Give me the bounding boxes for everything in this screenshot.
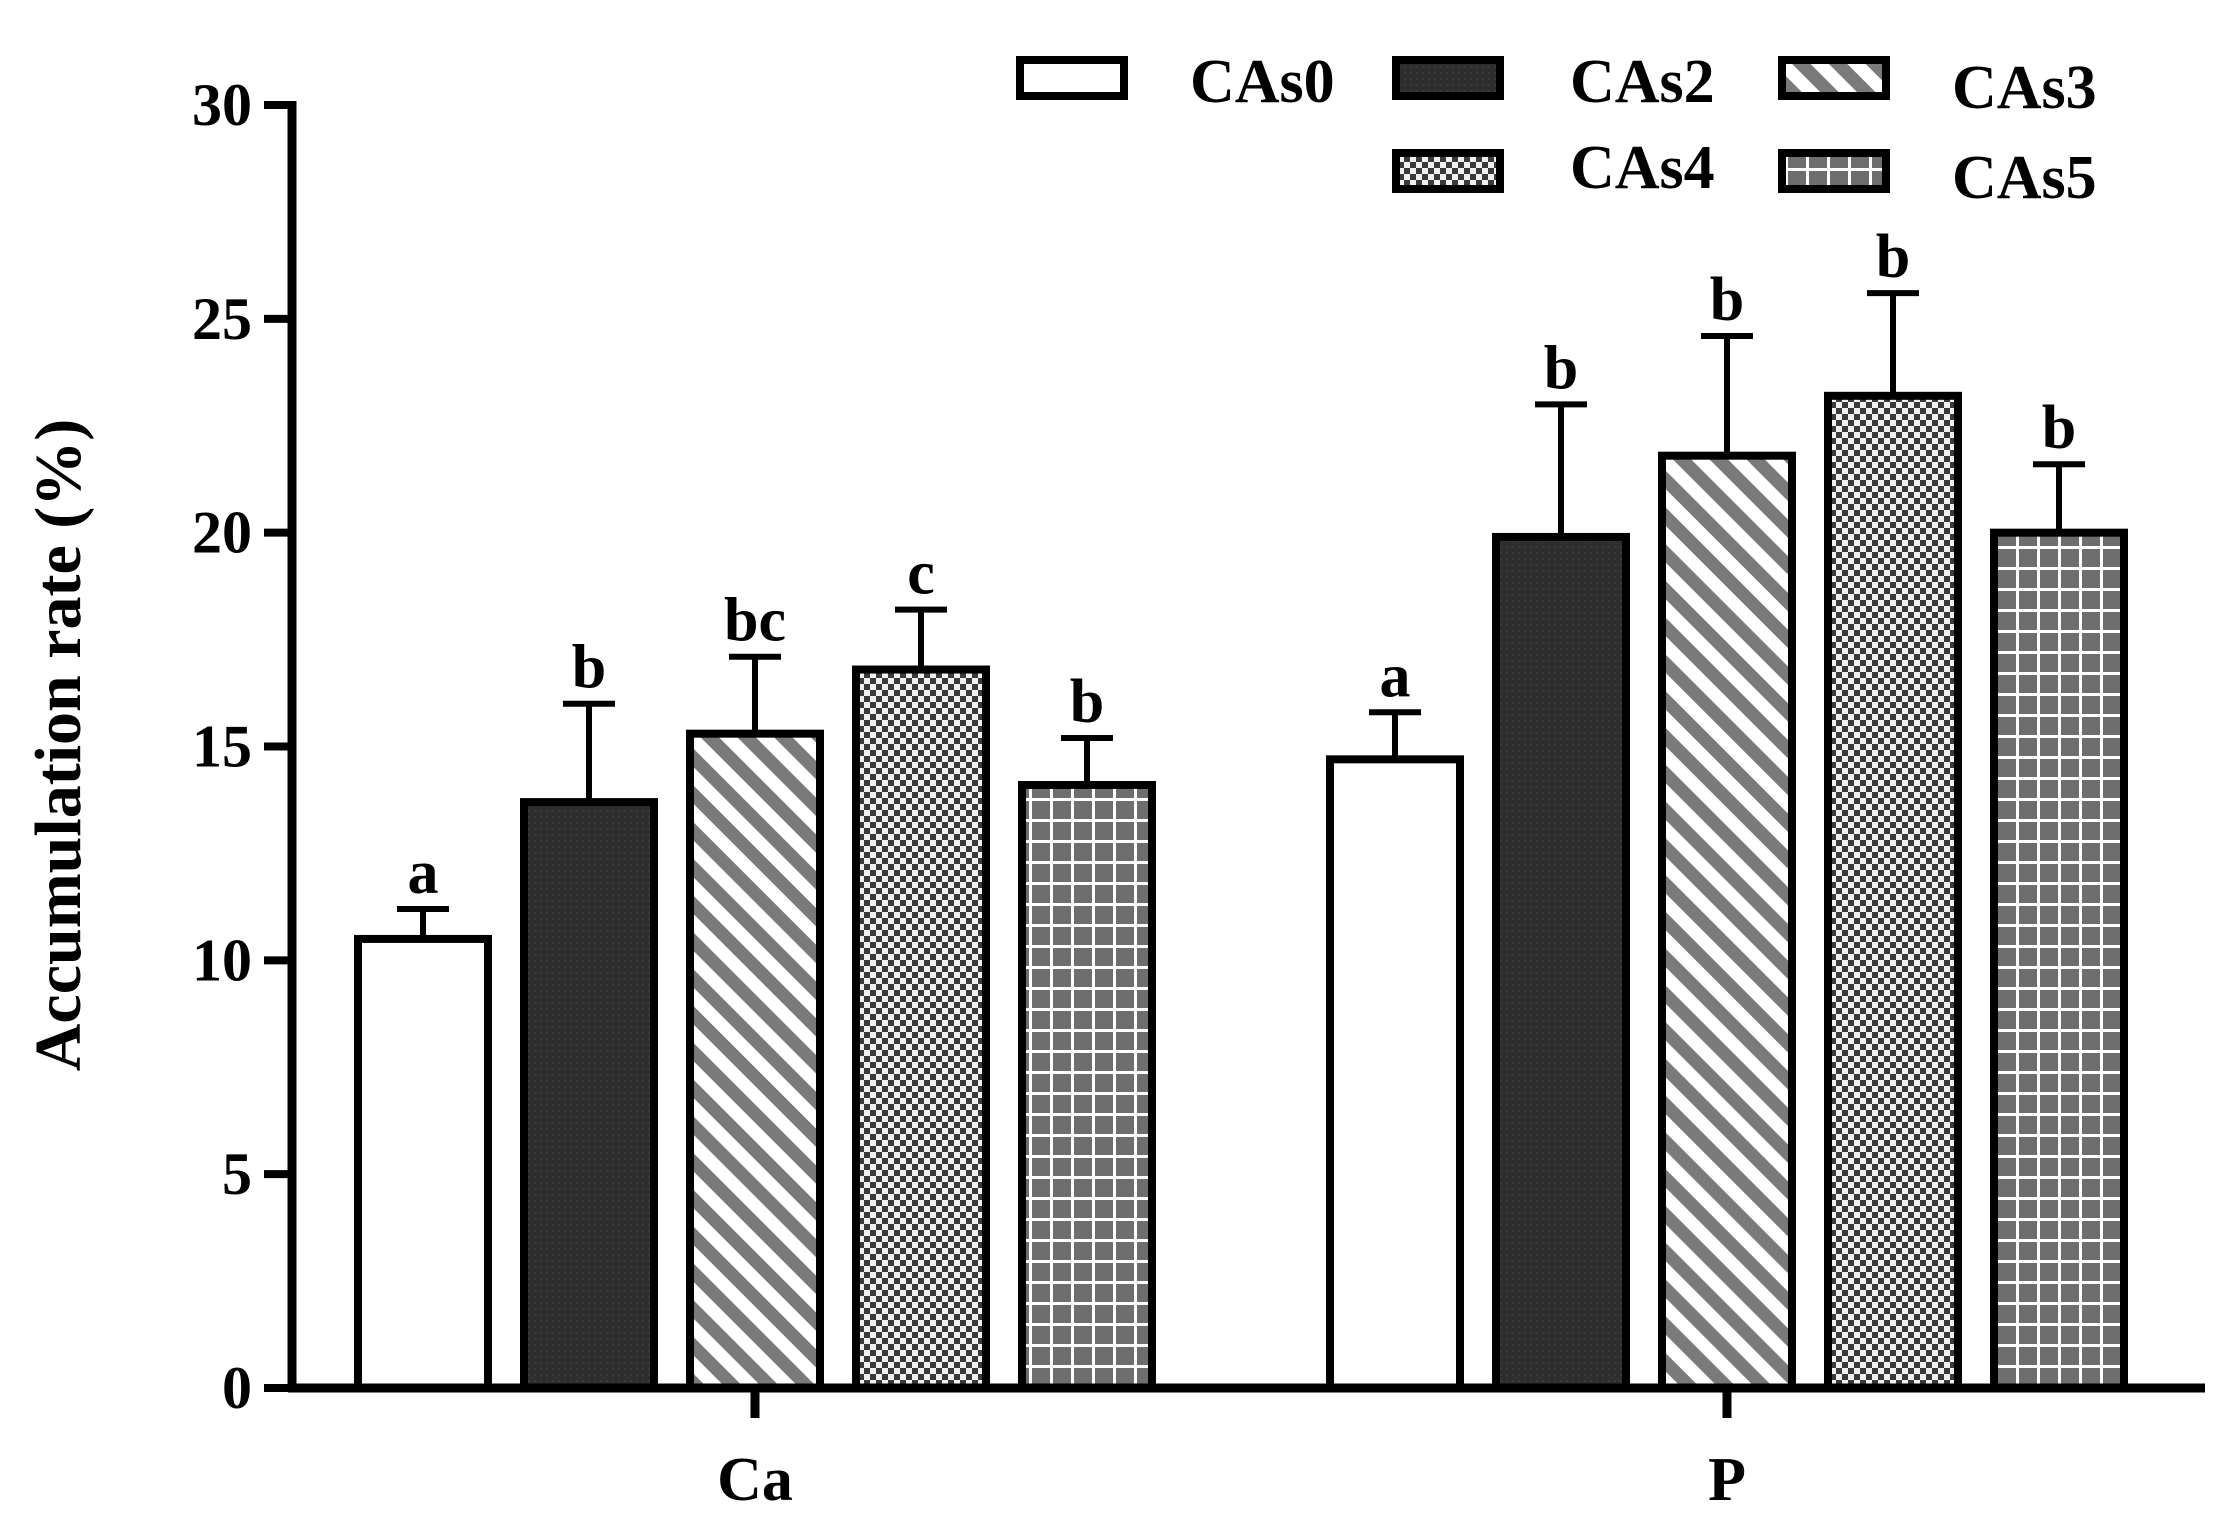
bar-cas2-p [1492,532,1630,1392]
legend-swatch-cas4 [1392,149,1504,193]
bar-cas5-ca [1018,780,1156,1392]
bar-cas4-p [1824,391,1962,1392]
significance-label: b [2042,394,2076,462]
y-axis-title: Accumulation rate (%) [22,419,95,1072]
significance-label: bc [724,587,786,655]
legend-swatch-cas0 [1016,56,1128,100]
x-tick-label-ca: Ca [717,1446,793,1514]
bars-group: a b bc c b a b b b b [354,223,2128,1393]
significance-label: b [1544,334,1578,402]
y-axis-ticks: 0 5 10 15 20 25 30 [192,72,292,1421]
bar-cas3-ca [686,729,824,1392]
y-tick-label: 0 [222,1355,252,1421]
bar-cas0-p [1326,755,1464,1392]
significance-label: b [1070,668,1104,736]
legend-label-cas3: CAs3 [1952,54,2097,122]
y-tick-label: 10 [192,927,252,993]
y-tick-label: 25 [192,286,252,352]
axes [287,101,2205,1393]
y-tick-label: 20 [192,500,252,566]
significance-label: b [1876,223,1910,291]
legend: CAs0 CAs2 CAs3 CAs4 CAs5 [1016,48,2097,212]
bar-cas4-ca [852,665,990,1392]
bar-cas5-p [1990,528,2128,1392]
bar-cas0-ca [354,934,492,1392]
legend-label-cas2: CAs2 [1570,48,1715,116]
significance-label: a [1380,642,1411,710]
legend-swatch-cas3 [1778,56,1890,100]
bar-cas2-ca [520,798,658,1392]
legend-label-cas0: CAs0 [1190,48,1335,116]
significance-label: c [907,540,935,608]
legend-label-cas5: CAs5 [1952,144,2097,212]
significance-label: b [572,634,606,702]
legend-swatch-cas5 [1778,149,1890,193]
significance-label: a [408,839,439,907]
bar-cas3-p [1658,451,1796,1393]
legend-label-cas4: CAs4 [1570,134,1715,202]
y-tick-label: 30 [192,72,252,138]
y-axis-label: Accumulation rate (%) [22,419,95,1072]
x-tick-label-p: P [1708,1446,1746,1514]
significance-label: b [1710,266,1744,334]
x-axis-tick-labels: Ca P [717,1388,1746,1514]
y-tick-label: 15 [192,714,252,780]
y-tick-label: 5 [222,1141,252,1207]
legend-swatch-cas2 [1392,56,1504,100]
